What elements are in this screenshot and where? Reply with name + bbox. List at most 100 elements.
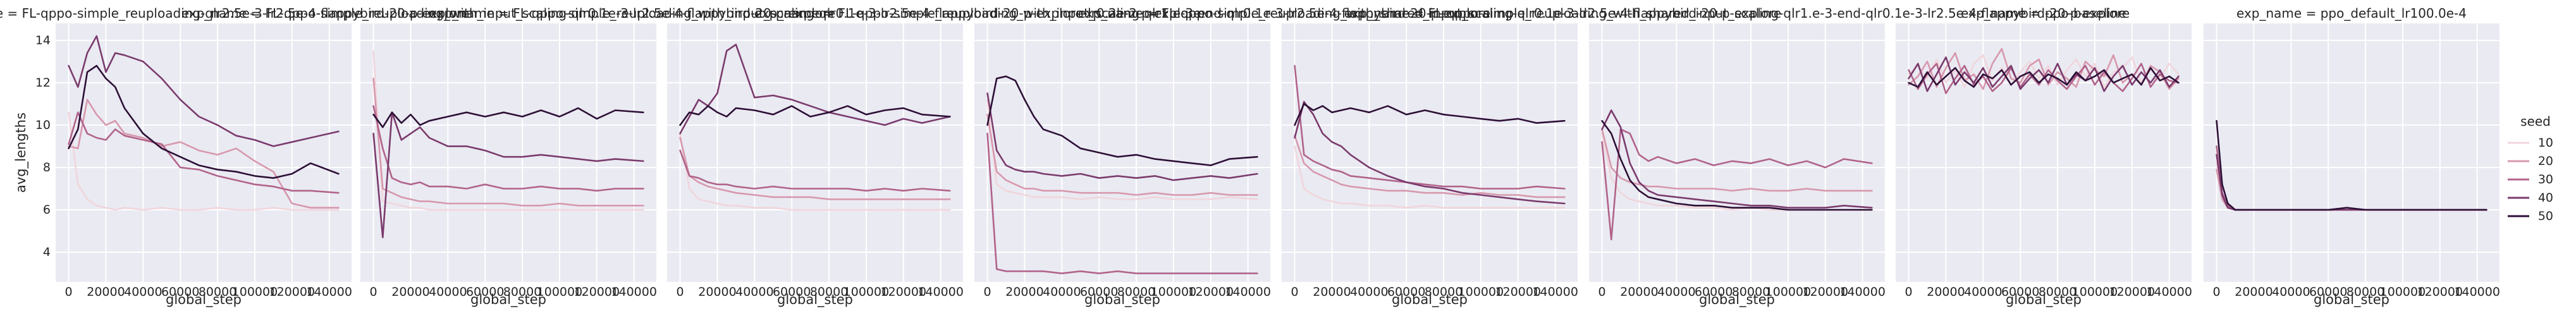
x-tick-label: 20000 bbox=[1927, 285, 1965, 299]
x-tick-label: 20000 bbox=[1005, 285, 1043, 299]
legend-label-seed-10: 10 bbox=[2538, 136, 2553, 150]
series-line-seed-40 bbox=[1601, 109, 1873, 209]
series-line-seed-50 bbox=[1908, 67, 2180, 88]
panel-title: exp_name = ppo-baseline bbox=[1961, 6, 2126, 21]
x-tick-label: 120000 bbox=[2109, 285, 2156, 299]
x-tick-label: 80000 bbox=[503, 285, 541, 299]
series-line-seed-40 bbox=[68, 35, 340, 147]
x-tick-label: 40000 bbox=[124, 285, 162, 299]
legend: seed 10 20 30 40 50 bbox=[2508, 114, 2553, 223]
x-tick-label: 80000 bbox=[1117, 285, 1155, 299]
series-line-seed-20 bbox=[1294, 135, 1566, 198]
series-line-seed-20 bbox=[1601, 128, 1873, 192]
x-axis-label: global_step bbox=[777, 292, 853, 308]
x-tick-label: 0 bbox=[1598, 285, 1606, 299]
y-tick-label: 10 bbox=[35, 118, 51, 132]
series-line-seed-40 bbox=[1908, 56, 2180, 92]
panel-4: 0 20000400006000080000100000120000140000g… bbox=[754, 6, 1490, 308]
x-tick-label: 20000 bbox=[2235, 285, 2272, 299]
x-tick-label: 0 bbox=[1905, 285, 1913, 299]
x-tick-label: 80000 bbox=[2039, 285, 2076, 299]
series-line-seed-50 bbox=[1294, 103, 1566, 126]
series-line-seed-20 bbox=[372, 77, 644, 207]
x-tick-label: 60000 bbox=[773, 285, 811, 299]
legend-label-seed-50: 50 bbox=[2538, 209, 2553, 223]
x-tick-label: 120000 bbox=[1495, 285, 1542, 299]
y-tick-label: 14 bbox=[35, 33, 51, 47]
series-line-seed-10 bbox=[372, 50, 644, 211]
panel-background bbox=[56, 23, 352, 282]
series-line-seed-30 bbox=[1294, 64, 1566, 190]
y-tick-label: 4 bbox=[43, 245, 51, 259]
panel-title: exp_name = FL-qppo-simple_reuploading_wi… bbox=[754, 6, 1490, 21]
series-line-seed-50 bbox=[68, 64, 340, 179]
x-axis-label: global_step bbox=[1084, 292, 1160, 308]
x-tick-label: 60000 bbox=[2001, 285, 2039, 299]
panel-title: exp_name = ppo_default_lr100.0e-4 bbox=[2236, 6, 2467, 21]
series-line-seed-30 bbox=[372, 105, 644, 192]
x-tick-label: 140000 bbox=[306, 285, 352, 299]
x-tick-label: 120000 bbox=[881, 285, 927, 299]
x-tick-label: 80000 bbox=[810, 285, 848, 299]
x-tick-label: 60000 bbox=[161, 285, 199, 299]
x-tick-label: 100000 bbox=[843, 285, 890, 299]
x-tick-label: 80000 bbox=[1425, 285, 1463, 299]
series-line-seed-50 bbox=[679, 105, 951, 126]
legend-label-seed-30: 30 bbox=[2538, 173, 2553, 186]
panel-title: exp_name = FL-qppo-simple_reuploading_wi… bbox=[429, 6, 1201, 21]
panel-background bbox=[2204, 23, 2499, 282]
panel-background bbox=[360, 23, 656, 282]
legend-label-seed-20: 20 bbox=[2538, 154, 2553, 168]
x-tick-label: 120000 bbox=[574, 285, 620, 299]
x-tick-label: 0 bbox=[370, 285, 377, 299]
series-line-seed-10 bbox=[1294, 145, 1566, 209]
series-line-seed-50 bbox=[1601, 119, 1873, 211]
x-tick-label: 40000 bbox=[1350, 285, 1388, 299]
panel-5: 0 20000400006000080000100000120000140000g… bbox=[1078, 6, 1781, 308]
x-tick-label: 40000 bbox=[735, 285, 773, 299]
x-axis-label: global_step bbox=[1392, 292, 1468, 308]
x-tick-label: 140000 bbox=[611, 285, 657, 299]
panel-title: exp_name = FL-qppo-simple_reuploading_wi… bbox=[1078, 6, 1781, 21]
x-tick-label: 40000 bbox=[1043, 285, 1081, 299]
panel-1: 0 200004000060000800001000001200001400004… bbox=[0, 6, 469, 308]
x-tick-label: 100000 bbox=[1151, 285, 1197, 299]
series-line-seed-50 bbox=[2216, 119, 2487, 211]
panel-background bbox=[1282, 23, 1578, 282]
series-line-seed-30 bbox=[1601, 128, 1873, 241]
x-tick-label: 140000 bbox=[2454, 285, 2500, 299]
x-tick-label: 20000 bbox=[1620, 285, 1658, 299]
x-tick-label: 100000 bbox=[2072, 285, 2118, 299]
panel-2: 0 20000400006000080000100000120000140000g… bbox=[181, 6, 835, 308]
panel-background bbox=[1896, 23, 2192, 282]
y-axis-label: avg_lengths bbox=[13, 112, 29, 193]
series-line-seed-40 bbox=[679, 44, 951, 135]
x-tick-label: 120000 bbox=[1803, 285, 1849, 299]
x-tick-label: 80000 bbox=[2346, 285, 2384, 299]
x-tick-label: 140000 bbox=[1839, 285, 1886, 299]
x-axis-label: global_step bbox=[1699, 292, 1775, 308]
panel-background bbox=[974, 23, 1270, 282]
x-tick-label: 140000 bbox=[917, 285, 964, 299]
y-tick-label: 12 bbox=[35, 76, 51, 90]
x-tick-label: 100000 bbox=[2380, 285, 2426, 299]
x-tick-label: 60000 bbox=[1387, 285, 1425, 299]
series-line-seed-10 bbox=[679, 133, 951, 211]
x-tick-label: 20000 bbox=[1313, 285, 1351, 299]
x-tick-label: 80000 bbox=[1732, 285, 1770, 299]
series-line-seed-50 bbox=[986, 75, 1258, 166]
x-tick-label: 60000 bbox=[2309, 285, 2347, 299]
x-tick-label: 0 bbox=[2213, 285, 2221, 299]
panel-6: 0 20000400006000080000100000120000140000g… bbox=[1344, 6, 2130, 308]
x-tick-label: 60000 bbox=[1695, 285, 1733, 299]
x-tick-label: 60000 bbox=[1080, 285, 1118, 299]
series-line-seed-20 bbox=[986, 113, 1258, 196]
x-tick-label: 20000 bbox=[87, 285, 125, 299]
series-line-seed-40 bbox=[986, 92, 1258, 181]
x-tick-label: 20000 bbox=[698, 285, 736, 299]
series-line-seed-50 bbox=[372, 107, 644, 128]
x-tick-label: 40000 bbox=[1964, 285, 2002, 299]
